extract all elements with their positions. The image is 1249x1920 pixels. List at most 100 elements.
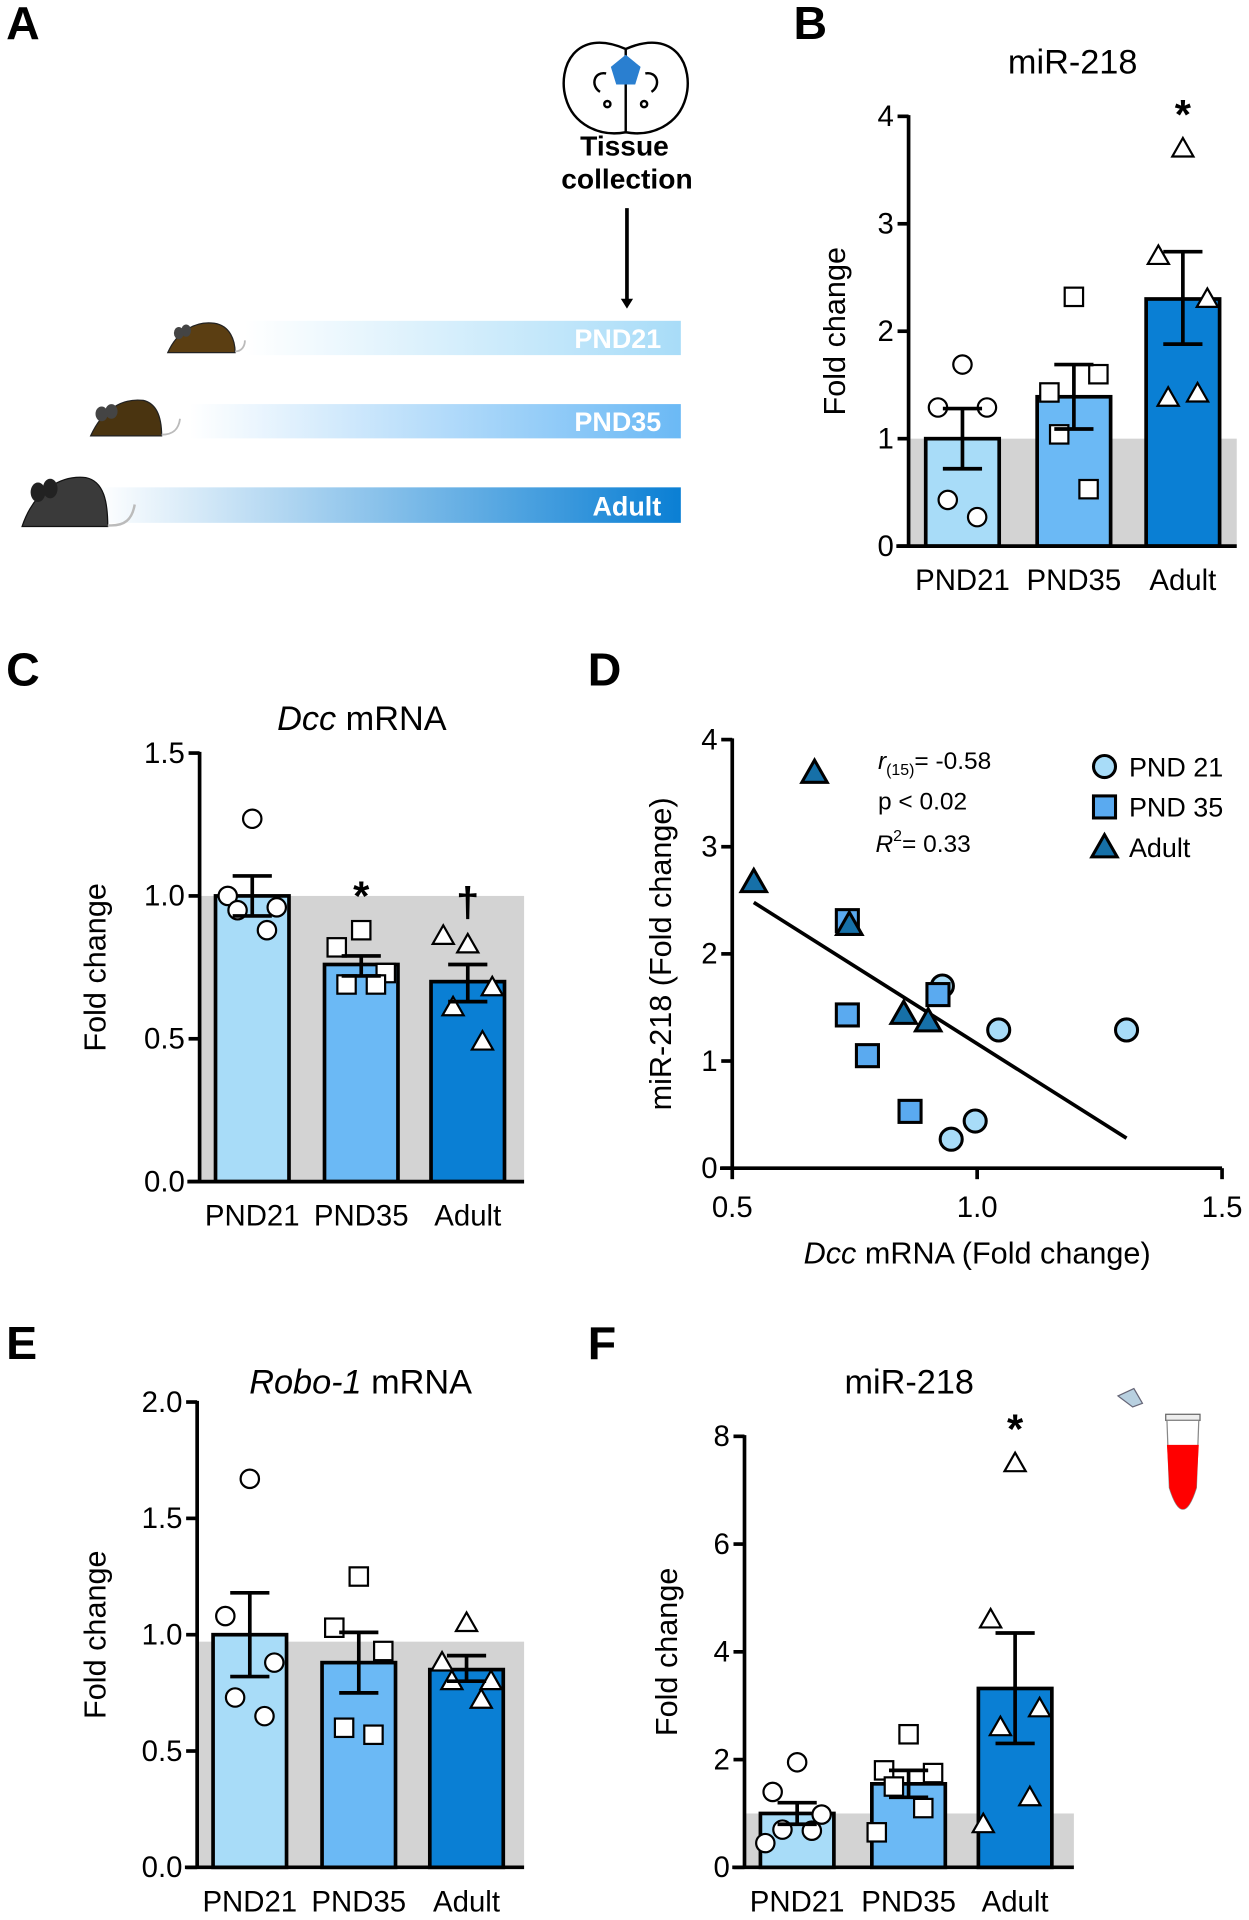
chart-f: PND21 PND35 Adult * 0 2 4 6 8 miR-218 Fold change bbox=[650, 1363, 1074, 1918]
stat-r2-value: = 0.33 bbox=[902, 831, 971, 858]
timeline-bar-pnd35 bbox=[189, 404, 681, 439]
data-point-pnd35 bbox=[922, 1762, 944, 1784]
x-tick-label: Adult bbox=[433, 1885, 500, 1918]
data-point-adult bbox=[469, 1028, 495, 1051]
mouse-adult-icon bbox=[21, 476, 136, 528]
data-point-pnd35 bbox=[336, 974, 357, 995]
data-point-pnd35 bbox=[372, 1640, 394, 1662]
legend-label: PND 21 bbox=[1129, 752, 1223, 782]
panel-label-d: D bbox=[588, 644, 622, 696]
data-point-pnd35 bbox=[1039, 382, 1060, 403]
timeline-bar-pnd21 bbox=[244, 320, 681, 356]
data-point-adult bbox=[468, 1687, 494, 1709]
stat-r-label: r bbox=[878, 748, 887, 775]
data-point-pnd21 bbox=[264, 1652, 285, 1673]
y-axis-label: miR-218 (Fold change) bbox=[644, 797, 678, 1110]
significance-marker: * bbox=[353, 873, 370, 920]
x-tick-label: PND35 bbox=[861, 1885, 956, 1918]
data-point-pnd35 bbox=[912, 1797, 934, 1819]
x-tick-label: Adult bbox=[982, 1885, 1049, 1918]
y-tick-label: 0.5 bbox=[144, 1023, 185, 1056]
x-tick-label: PND21 bbox=[202, 1885, 297, 1918]
data-point-adult bbox=[479, 974, 505, 997]
bar-pnd21 bbox=[213, 894, 291, 1184]
data-point-pnd21 bbox=[217, 885, 239, 907]
data-point-adult bbox=[1194, 286, 1220, 309]
data-point-pnd21 bbox=[811, 1804, 832, 1825]
data-point-adult bbox=[1185, 380, 1211, 403]
data-point-pnd35 bbox=[365, 974, 387, 995]
data-point-adult bbox=[1002, 1450, 1028, 1473]
data-point-adult bbox=[970, 1811, 996, 1834]
stat-correlation: r(15)= -0.58 bbox=[878, 748, 991, 779]
y-tick-label: 2 bbox=[701, 938, 717, 971]
scatter-point-pnd21 bbox=[938, 1126, 964, 1152]
scatter-point-adult bbox=[888, 998, 919, 1025]
significance-marker: * bbox=[1175, 91, 1192, 138]
bar-adult bbox=[427, 1667, 506, 1870]
data-point-pnd21 bbox=[937, 489, 959, 511]
tissue-collection-line2: collection bbox=[561, 164, 692, 195]
data-point-adult bbox=[1027, 1695, 1053, 1718]
data-point-adult bbox=[430, 923, 456, 945]
scatter-point-pnd35 bbox=[925, 982, 951, 1008]
mouse-pnd21-icon bbox=[166, 322, 246, 354]
y-axis-label: Fold change bbox=[650, 1568, 684, 1736]
y-tick-label: 0.5 bbox=[142, 1735, 183, 1768]
x-tick-label: PND35 bbox=[314, 1200, 409, 1233]
chart-title: Dcc mRNA bbox=[277, 700, 447, 738]
data-point-adult bbox=[454, 1610, 480, 1633]
chart-b: PND21 PND35 Adult * 0 1 2 3 4 miR-218 Fold change bbox=[818, 43, 1237, 597]
panel-label-c: C bbox=[6, 644, 40, 696]
data-point-pnd21 bbox=[215, 1605, 236, 1627]
data-point-pnd35 bbox=[1088, 363, 1109, 385]
data-point-pnd35 bbox=[324, 1617, 345, 1639]
y-axis-label: Fold change bbox=[78, 1550, 112, 1718]
y-tick-label: 0.0 bbox=[144, 1165, 185, 1198]
y-tick-label: 1.5 bbox=[144, 737, 185, 770]
x-axis-label-text: mRNA (Fold change) bbox=[865, 1237, 1151, 1271]
y-tick-label: 1.0 bbox=[142, 1618, 183, 1651]
panel-label-e: E bbox=[6, 1317, 37, 1369]
data-point-pnd35 bbox=[350, 919, 372, 941]
x-tick-label: 1.0 bbox=[957, 1191, 998, 1224]
x-tick-label: 1.5 bbox=[1202, 1191, 1243, 1224]
legend-label: Adult bbox=[1129, 833, 1191, 863]
scatter-point-adult bbox=[799, 757, 830, 784]
y-tick-label: 4 bbox=[701, 723, 717, 756]
data-point-pnd21 bbox=[786, 1751, 808, 1773]
data-point-pnd21 bbox=[241, 808, 263, 830]
y-tick-label: 0.0 bbox=[142, 1851, 183, 1884]
data-point-pnd35 bbox=[898, 1723, 919, 1745]
chart-e: PND21 PND35 Adult 0.0 0.5 1.0 1.5 2.0 Robo-1 mRN… bbox=[78, 1363, 525, 1918]
x-tick-label: PND21 bbox=[205, 1200, 300, 1233]
data-point-adult bbox=[1170, 135, 1196, 158]
stat-r2-superscript: 2 bbox=[893, 828, 902, 845]
timeline-label-pnd21: PND21 bbox=[574, 324, 661, 354]
tissue-collection-line1: Tissue bbox=[580, 131, 669, 162]
y-axis-label: Fold change bbox=[818, 247, 852, 415]
x-tick-label: Adult bbox=[1149, 564, 1216, 597]
data-point-pnd35 bbox=[326, 937, 348, 958]
y-tick-label: 2 bbox=[713, 1743, 729, 1776]
y-axis-label: Fold change bbox=[78, 883, 112, 1051]
stat-r-subscript: (15) bbox=[886, 762, 914, 779]
x-tick-label: PND35 bbox=[311, 1885, 406, 1918]
data-point-pnd35 bbox=[866, 1822, 888, 1843]
x-tick-label: Adult bbox=[434, 1200, 501, 1233]
stat-p-value: p < 0.02 bbox=[878, 788, 967, 815]
data-point-pnd21 bbox=[755, 1832, 776, 1854]
x-axis-label-italic: Dcc bbox=[804, 1237, 865, 1271]
data-point-pnd21 bbox=[256, 919, 278, 941]
brain-section-icon bbox=[562, 41, 689, 135]
chart-title-text: miR-218 bbox=[844, 1363, 973, 1401]
x-tick-label: 0.5 bbox=[712, 1191, 753, 1224]
chart-title: Robo-1 mRNA bbox=[249, 1363, 472, 1401]
data-point-pnd21 bbox=[239, 1468, 261, 1490]
y-tick-label: 2.0 bbox=[142, 1386, 183, 1419]
legend-marker-2 bbox=[1089, 831, 1120, 859]
chart-title-text: miR-218 bbox=[1008, 43, 1137, 81]
data-point-adult bbox=[440, 994, 466, 1017]
y-tick-label: 2 bbox=[878, 315, 894, 348]
